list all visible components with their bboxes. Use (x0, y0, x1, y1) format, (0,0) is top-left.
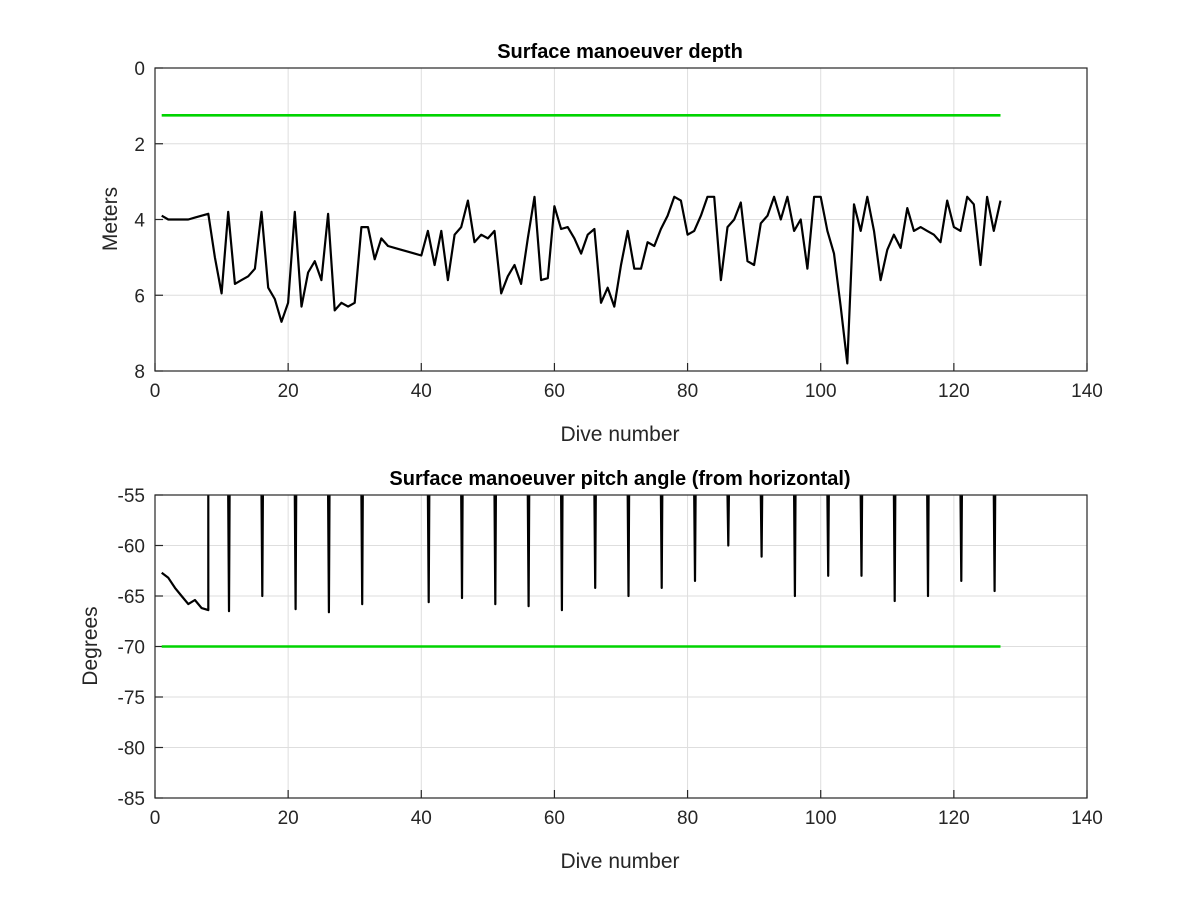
depth-chart-ylabel: Meters (99, 187, 122, 251)
pitch-chart-xlabel: Dive number (560, 850, 679, 873)
pitch-chart-axes-box (154, 494, 1088, 799)
depth-chart-xlabel: Dive number (560, 423, 679, 446)
depth-chart-x-tick-label: 60 (544, 381, 565, 402)
depth-chart-x-tick-label: 40 (411, 381, 432, 402)
pitch-chart-title: Surface manoeuver pitch angle (from hori… (389, 468, 850, 490)
pitch-chart-y-tick-label: -60 (118, 537, 145, 558)
depth-chart-data-line (161, 195, 1002, 365)
pitch-chart-ylabel: Degrees (79, 606, 102, 685)
pitch-chart-data-line (161, 494, 997, 614)
pitch-chart-x-tick-label: 120 (938, 808, 970, 829)
pitch-chart-x-tick-label: 100 (805, 808, 837, 829)
depth-chart-y-tick-label: 8 (134, 362, 145, 383)
depth-chart-x-tick-label: 20 (278, 381, 299, 402)
depth-chart-y-tick-label: 2 (134, 135, 145, 156)
pitch-chart-y-tick-label: -80 (118, 739, 145, 760)
pitch-chart-y-tick-label: -85 (118, 789, 145, 810)
depth-chart-y-tick-label: 6 (134, 286, 145, 307)
depth-chart-y-tick-label: 0 (134, 59, 145, 80)
depth-chart-y-tick-label: 4 (134, 211, 145, 232)
depth-chart-x-tick-label: 0 (150, 381, 161, 402)
depth-chart: 0 20 40 60 80 100 120 140 0 2 4 6 8 Surface manoeuver… (99, 41, 1103, 446)
pitch-chart-y-tick-label: -70 (118, 638, 145, 659)
pitch-chart-x-tick-label: 40 (411, 808, 432, 829)
depth-chart-title: Surface manoeuver depth (497, 41, 743, 63)
pitch-chart-y-tick-label: -55 (118, 486, 145, 507)
depth-chart-axes-box (154, 67, 1088, 372)
depth-chart-x-tick-label: 140 (1071, 381, 1103, 402)
depth-chart-x-tick-label: 120 (938, 381, 970, 402)
pitch-chart-x-tick-label: 140 (1071, 808, 1103, 829)
pitch-chart-x-tick-label: 80 (677, 808, 698, 829)
depth-chart-x-tick-label: 100 (805, 381, 837, 402)
pitch-chart-y-tick-label: -75 (118, 688, 145, 709)
pitch-chart: 0 20 40 60 80 100 120 140 -55 -60 -65 -70 -75 -80 -85 S… (79, 468, 1103, 873)
pitch-chart-x-tick-label: 60 (544, 808, 565, 829)
depth-chart-x-tick-label: 80 (677, 381, 698, 402)
pitch-chart-y-tick-label: -65 (118, 587, 145, 608)
pitch-chart-x-tick-label: 20 (278, 808, 299, 829)
pitch-chart-x-tick-label: 0 (150, 808, 161, 829)
